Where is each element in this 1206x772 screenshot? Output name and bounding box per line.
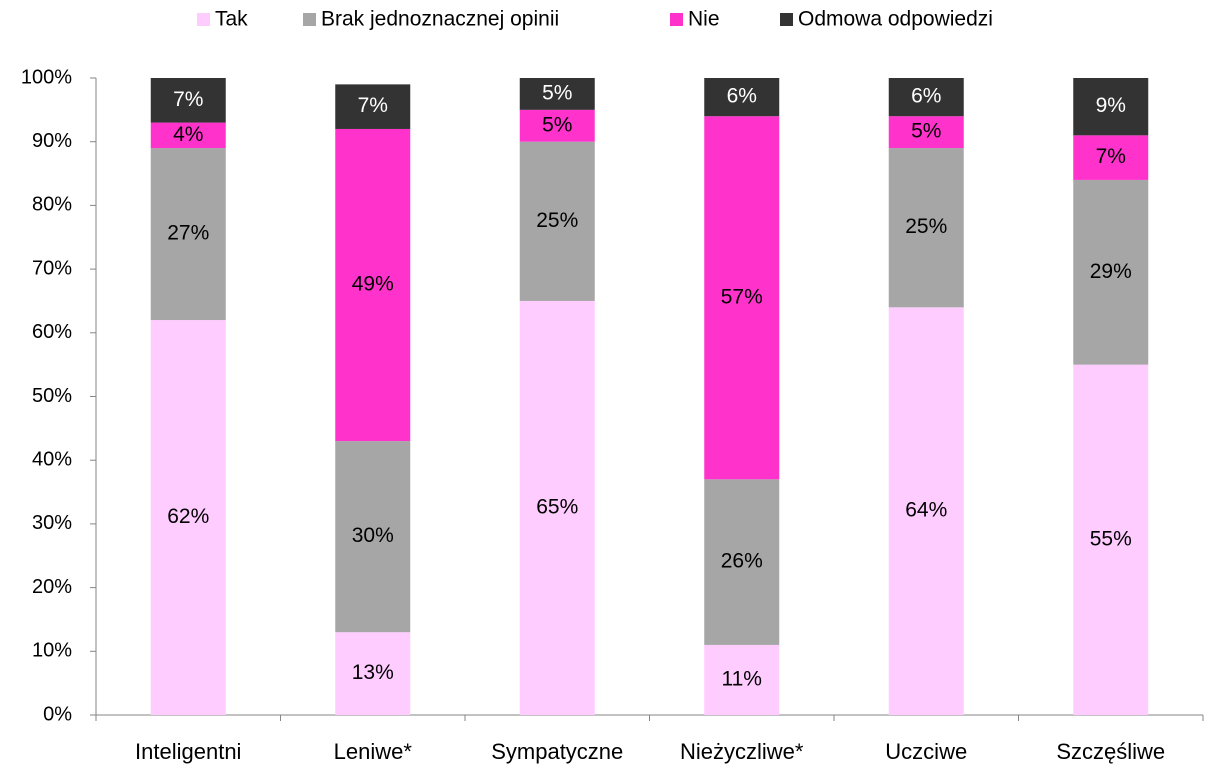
data-label: 5%	[542, 81, 572, 104]
data-label: 26%	[721, 550, 763, 573]
x-tick-label: Szczęśliwe	[1056, 739, 1165, 764]
bar-segment	[1073, 364, 1149, 715]
bar-segment	[150, 122, 226, 149]
bar-segment	[519, 109, 595, 142]
data-label: 4%	[173, 123, 203, 146]
bar-segment	[888, 148, 964, 308]
data-label: 49%	[352, 273, 394, 296]
bar-segment	[1073, 78, 1149, 136]
data-label: 13%	[352, 661, 394, 684]
data-label: 64%	[905, 499, 947, 522]
bar-segment	[150, 78, 226, 123]
legend-swatch	[303, 13, 316, 26]
y-tick-label: 80%	[32, 194, 72, 216]
data-label: 30%	[352, 524, 394, 547]
bar-segment	[888, 307, 964, 715]
data-label: 7%	[358, 94, 388, 117]
bar-segment	[335, 84, 411, 129]
bar-segment	[704, 479, 780, 645]
x-tick-label: Nieżyczliwe*	[680, 739, 804, 764]
bar-segment	[150, 320, 226, 715]
y-tick-label: 20%	[32, 576, 72, 598]
data-label: 6%	[727, 85, 757, 108]
data-label: 7%	[173, 88, 203, 111]
legend-swatch	[197, 13, 210, 26]
y-tick-label: 40%	[32, 448, 72, 470]
x-tick-label: Uczciwe	[885, 739, 967, 764]
bar-segment	[888, 116, 964, 149]
data-label: 7%	[1096, 145, 1126, 168]
bar-segment	[888, 78, 964, 117]
legend-label: Tak	[215, 8, 248, 31]
bar-segment	[1073, 179, 1149, 365]
y-tick-label: 10%	[32, 640, 72, 662]
data-label: 27%	[167, 222, 209, 245]
legend-label: Brak jednoznacznej opinii	[321, 8, 559, 31]
bar-segment	[704, 78, 780, 117]
bar-segment	[519, 141, 595, 301]
bar-segment	[704, 116, 780, 480]
data-label: 25%	[905, 215, 947, 238]
y-tick-label: 100%	[21, 66, 72, 88]
y-tick-label: 50%	[32, 385, 72, 407]
y-tick-label: 0%	[43, 703, 72, 725]
y-tick-label: 90%	[32, 130, 72, 152]
legend-label: Odmowa odpowiedzi	[798, 8, 993, 31]
legend-label: Nie	[688, 8, 720, 31]
legend-swatch	[670, 13, 683, 26]
data-label: 29%	[1090, 260, 1132, 283]
data-label: 5%	[542, 113, 572, 136]
bar-segment	[335, 441, 411, 633]
x-tick-label: Inteligentni	[135, 739, 241, 764]
data-label: 9%	[1096, 94, 1126, 117]
y-tick-label: 30%	[32, 512, 72, 534]
x-tick-label: Leniwe*	[334, 739, 413, 764]
data-label: 25%	[536, 209, 578, 232]
y-tick-label: 70%	[32, 257, 72, 279]
y-tick-label: 60%	[32, 321, 72, 343]
bar-segment	[335, 632, 411, 715]
data-label: 5%	[911, 120, 941, 143]
bar-segment	[1073, 135, 1149, 180]
bar-segment	[519, 300, 595, 715]
legend-swatch	[780, 13, 793, 26]
data-label: 62%	[167, 505, 209, 528]
data-label: 11%	[722, 668, 762, 691]
bar-segment	[519, 78, 595, 110]
data-label: 57%	[721, 285, 763, 308]
bar-segment	[150, 148, 226, 321]
bar-segment	[704, 644, 780, 715]
data-label: 6%	[911, 85, 941, 108]
x-tick-label: Sympatyczne	[491, 739, 623, 764]
data-label: 65%	[536, 496, 578, 519]
bar-segment	[335, 128, 411, 442]
data-label: 55%	[1090, 527, 1132, 550]
